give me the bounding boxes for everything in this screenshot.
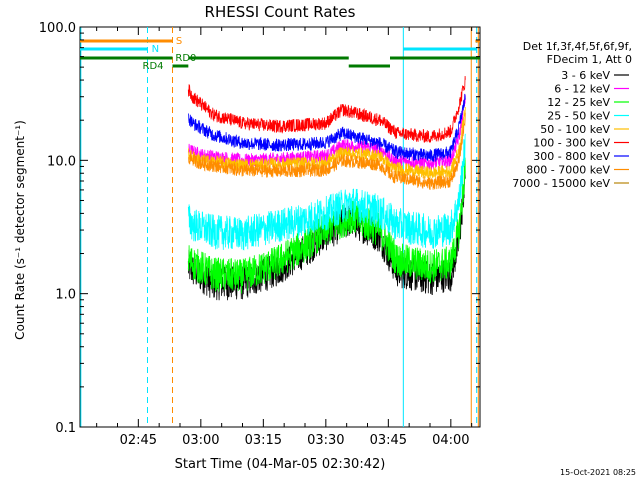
y-tick-label: 0.1	[55, 421, 76, 436]
legend-title: FDecim 1, Att 0	[547, 53, 632, 66]
x-tick-label: 03:30	[307, 433, 344, 448]
legend-item-label: 100 - 300 keV	[533, 137, 610, 150]
y-tick-label: 100.0	[39, 21, 76, 36]
axes: 100.0 10.0 1.0 0.1 02:45 03:00 03:15 03:30 03:45…	[39, 21, 480, 448]
y-tick-label: 10.0	[47, 154, 76, 169]
series-300-800kev	[187, 93, 466, 163]
y-axis-label: Count Rate (s⁻¹ detector segment⁻¹)	[13, 120, 27, 340]
x-tick-label: 03:00	[182, 433, 219, 448]
legend-title: Det 1f,3f,4f,5f,6f,9f,	[523, 40, 632, 53]
rd0-label: RD0	[175, 53, 196, 64]
instrument-markers: S N RD0 RD4	[80, 27, 480, 427]
legend-item-label: 50 - 100 keV	[540, 123, 610, 136]
series-800-7000kev	[188, 112, 466, 190]
chart-title: RHESSI Count Rates	[205, 3, 356, 21]
rd4-label: RD4	[143, 61, 164, 72]
legend-item-label: 800 - 7000 keV	[526, 164, 610, 177]
plot-frame	[79, 26, 481, 428]
legend: Det 1f,3f,4f,5f,6f,9f,FDecim 1, Att 0 3 -…	[512, 40, 632, 190]
n-label: N	[152, 44, 159, 55]
series-100-300kev	[187, 75, 466, 143]
y-tick-label: 1.0	[55, 288, 76, 303]
series-6-12kev	[187, 94, 466, 171]
series-50-100kev	[187, 106, 466, 180]
legend-item-label: 300 - 800 keV	[533, 150, 610, 163]
x-axis-label: Start Time (04-Mar-05 02:30:42)	[175, 457, 386, 472]
x-tick-label: 03:45	[370, 433, 407, 448]
x-tick-label: 03:15	[245, 433, 282, 448]
x-tick-label: 04:00	[432, 433, 469, 448]
legend-item-label: 25 - 50 keV	[547, 110, 610, 123]
timestamp: 15-Oct-2021 08:25	[560, 468, 636, 477]
series-layer	[187, 75, 466, 301]
series-12-25kev	[187, 157, 466, 294]
x-tick-label: 02:45	[120, 433, 157, 448]
series-25-50kev	[187, 133, 466, 251]
legend-item-label: 6 - 12 keV	[554, 83, 610, 96]
legend-item-label: 7000 - 15000 keV	[512, 177, 610, 190]
legend-item-label: 12 - 25 keV	[547, 96, 610, 109]
legend-item-label: 3 - 6 keV	[561, 69, 610, 82]
s-label: S	[176, 36, 182, 47]
